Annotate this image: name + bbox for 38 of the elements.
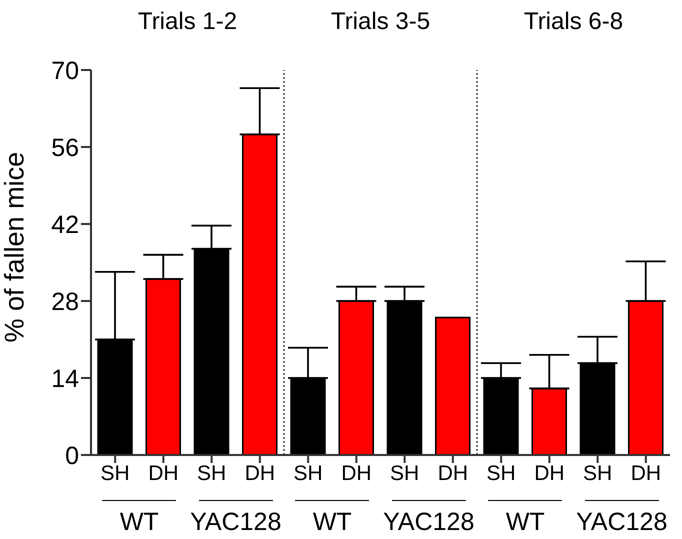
- bar: [532, 388, 567, 455]
- x-tick-label: SH: [583, 462, 612, 485]
- y-tick-label: 0: [65, 442, 79, 470]
- y-tick-label: 42: [51, 210, 79, 239]
- y-tick-label: 56: [51, 134, 79, 162]
- x-tick-label: DH: [630, 462, 662, 485]
- text: YAC128: [382, 508, 476, 537]
- x-tick-label: SH: [390, 462, 420, 485]
- text: Trials 6-8: [522, 8, 624, 36]
- x-tick-label: DH: [244, 462, 276, 485]
- y-axis-title: % of fallen mice: [0, 152, 30, 342]
- text: YAC128: [189, 508, 282, 537]
- x-tick-label: DH: [438, 462, 468, 485]
- x-tick-label: SH: [197, 462, 226, 485]
- bar: [146, 278, 181, 455]
- bar: [242, 134, 278, 455]
- x-tick-label: SH: [486, 462, 516, 485]
- text: Trials 1-2: [136, 8, 238, 36]
- text: WT: [312, 508, 352, 536]
- y-tick-label: 28: [51, 288, 79, 316]
- x-tick-label: DH: [148, 462, 179, 485]
- bar: [386, 300, 422, 455]
- x-tick-label: DH: [534, 462, 565, 485]
- x-tick-label: SH: [100, 462, 130, 485]
- y-tick-label: 14: [51, 364, 80, 393]
- text: YAC128: [575, 508, 668, 537]
- bar: [290, 377, 326, 455]
- bar: [338, 300, 374, 455]
- x-tick-label: DH: [341, 462, 372, 485]
- bar: [97, 338, 133, 455]
- x-tick-label: SH: [294, 462, 323, 485]
- text: WT: [506, 508, 545, 536]
- text: WT: [120, 508, 159, 536]
- bar: [435, 316, 470, 455]
- text: Trials 3-5: [330, 8, 432, 36]
- bar: [628, 300, 664, 455]
- bar: [483, 377, 519, 455]
- y-tick-label: 70: [51, 56, 79, 85]
